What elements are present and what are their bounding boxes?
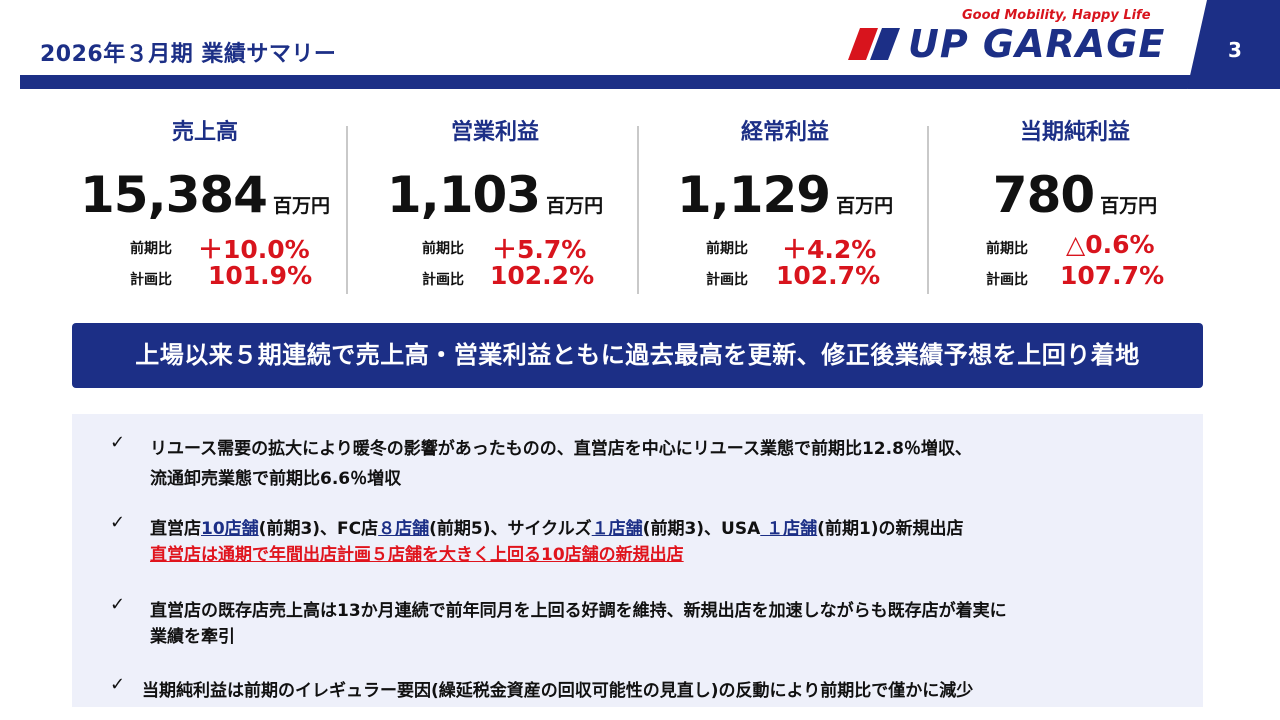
point-text: 流通卸売業態で前期比6.6％増収 (150, 469, 402, 489)
plan-value: 101.9% (208, 261, 313, 290)
kpi-label: 経常利益 (740, 120, 829, 145)
point-text: 業績を牽引 (150, 627, 235, 647)
text-segment: (前期3)、FC店 (258, 519, 379, 539)
yoy-value: ＋4.2% (782, 235, 877, 264)
plan-label: 計画比 (986, 272, 1028, 288)
kpi-plan: 計画比 102.2% (350, 261, 640, 291)
kpi-value: 1,129 (676, 166, 831, 224)
yoy-label: 前期比 (706, 241, 748, 257)
page-number-tab (1187, 0, 1280, 89)
kpi-sales: 売上高 15,384 百万円 前期比 ＋10.0% 計画比 101.9% (60, 108, 350, 298)
logo-mark-blue-stroke (870, 28, 900, 60)
kpi-value: 780 (992, 166, 1095, 224)
kpi-yoy: 前期比 ＋5.7% (350, 230, 640, 264)
kpi-label: 当期純利益 (1019, 120, 1130, 145)
logo-mark-red-stroke (848, 28, 878, 60)
yoy-value: ＋10.0% (198, 235, 310, 264)
plan-label: 計画比 (130, 272, 172, 288)
yoy-value: ＋5.7% (492, 235, 587, 264)
yoy-label: 前期比 (130, 241, 172, 257)
header-underline-bar (20, 75, 1195, 89)
kpi-value-line: 15,384 百万円 (60, 166, 350, 224)
company-logo: UP GARAGE (908, 22, 1166, 66)
kpi-label: 売上高 (171, 120, 238, 145)
point-text: 直営店の既存店売上高は13か月連続で前年同月を上回る好調を維持、新規出店を加速し… (150, 601, 1007, 621)
kpi-operating-profit: 営業利益 1,103 百万円 前期比 ＋5.7% 計画比 102.2% (350, 108, 640, 298)
yoy-label: 前期比 (422, 241, 464, 257)
text-segment: (前期5)、サイクルズ (429, 519, 592, 539)
text-segment: 直営店 (150, 519, 201, 539)
text-segment: (前期1)の新規出店 (817, 519, 964, 539)
highlight-count: ８店舗 (378, 519, 430, 539)
highlight-count: １店舗 (760, 519, 818, 539)
kpi-unit: 百万円 (836, 195, 894, 217)
kpi-plan: 計画比 107.7% (930, 261, 1220, 291)
highlight-count: 10店舗 (201, 519, 259, 539)
text-segment: (前期3)、USA (642, 519, 761, 539)
kpi-net-income: 当期純利益 780 百万円 前期比 △0.6% 計画比 107.7% (930, 108, 1220, 298)
plan-label: 計画比 (422, 272, 464, 288)
check-icon: ✓ (110, 594, 126, 615)
plan-label: 計画比 (706, 272, 748, 288)
plan-value: 102.2% (490, 261, 595, 290)
check-icon: ✓ (110, 512, 126, 533)
headline-banner: 上場以来５期連続で売上高・営業利益ともに過去最高を更新、修正後業績予想を上回り着… (72, 323, 1203, 388)
kpi-divider (637, 126, 639, 294)
kpi-plan: 計画比 102.7% (640, 261, 930, 291)
kpi-plan: 計画比 101.9% (60, 261, 350, 291)
kpi-label: 営業利益 (450, 120, 539, 145)
check-icon: ✓ (110, 432, 126, 453)
kpi-value: 1,103 (386, 166, 541, 224)
kpi-divider (346, 126, 348, 294)
yoy-label: 前期比 (986, 241, 1028, 257)
point-text: 直営店10店舗(前期3)、FC店８店舗(前期5)、サイクルズ１店舗(前期3)、U… (150, 514, 964, 539)
page-title: 2026年３月期 業績サマリー (40, 42, 337, 67)
yoy-value: △0.6% (1066, 230, 1155, 259)
kpi-value-line: 1,103 百万円 (350, 166, 640, 224)
kpi-yoy: 前期比 △0.6% (930, 230, 1220, 260)
slide-header: 2026年３月期 業績サマリー Good Mobility, Happy Lif… (0, 0, 1280, 90)
kpi-ordinary-profit: 経常利益 1,129 百万円 前期比 ＋4.2% 計画比 102.7% (640, 108, 930, 298)
kpi-yoy: 前期比 ＋10.0% (60, 230, 350, 264)
highlight-count: １店舗 (591, 519, 643, 539)
kpi-divider (927, 126, 929, 294)
kpi-value-line: 1,129 百万円 (640, 166, 930, 224)
kpi-row: 売上高 15,384 百万円 前期比 ＋10.0% 計画比 101.9% 営業利益… (60, 108, 1220, 298)
kpi-unit: 百万円 (1100, 195, 1158, 217)
kpi-yoy: 前期比 ＋4.2% (640, 230, 930, 264)
point-text: 当期純利益は前期のイレギュラー要因(繰延税金資産の回収可能性の見直し)の反動によ… (142, 681, 974, 701)
kpi-unit: 百万円 (546, 195, 604, 217)
page-number: 3 (1228, 38, 1242, 62)
check-icon: ✓ (110, 674, 126, 695)
kpi-value-line: 780 百万円 (930, 166, 1220, 224)
point-text: リユース需要の拡大により暖冬の影響があったものの、直営店を中心にリユース業態で前… (150, 439, 972, 459)
header-graphic (20, 0, 1280, 89)
logo-tagline: Good Mobility, Happy Life (962, 8, 1151, 23)
kpi-unit: 百万円 (272, 195, 330, 217)
kpi-value: 15,384 (80, 166, 268, 224)
point-highlight-text: 直営店は通期で年間出店計画５店舗を大きく上回る10店舗の新規出店 (150, 545, 684, 565)
key-points-panel: ✓ リユース需要の拡大により暖冬の影響があったものの、直営店を中心にリユース業態… (72, 414, 1203, 707)
plan-value: 107.7% (1060, 261, 1165, 290)
plan-value: 102.7% (776, 261, 881, 290)
